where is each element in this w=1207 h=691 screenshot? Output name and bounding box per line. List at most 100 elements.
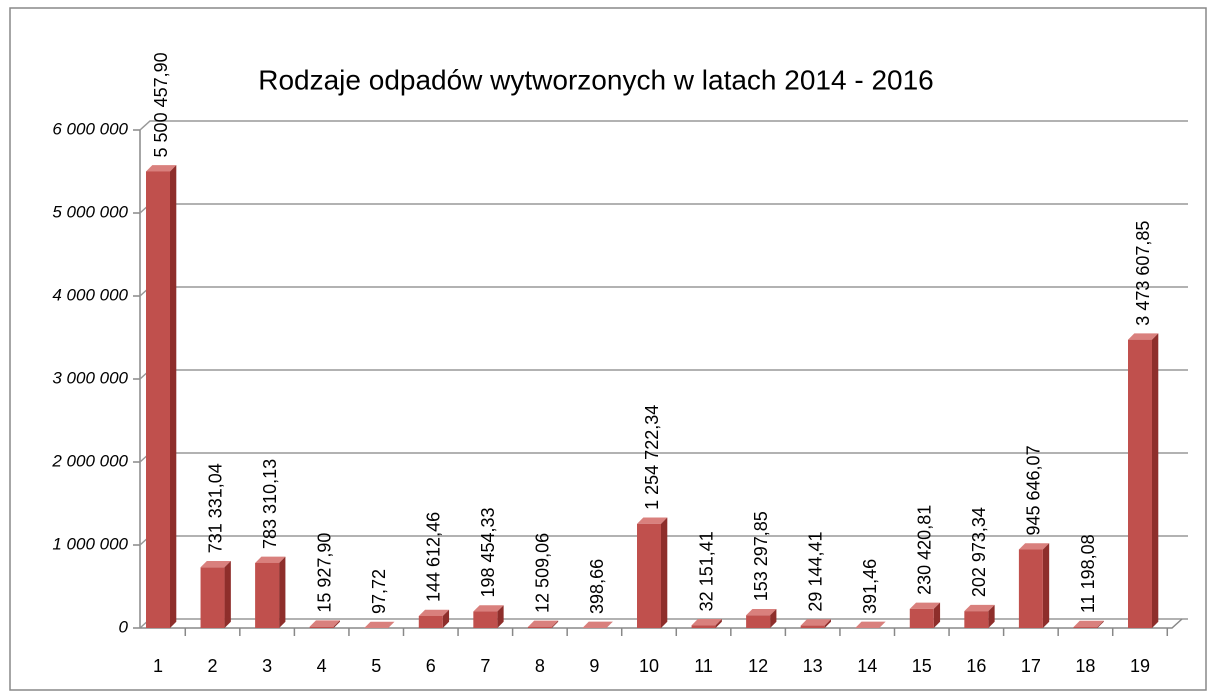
x-tick-label: 17 (1021, 656, 1041, 676)
data-label: 198 454,33 (478, 507, 498, 597)
x-tick-label: 13 (803, 656, 823, 676)
bar-front (964, 611, 989, 628)
data-label: 12 509,06 (533, 533, 553, 613)
y-tick-label: 3 000 000 (52, 368, 128, 387)
bar (800, 619, 831, 628)
bar-side (1152, 333, 1159, 628)
bar-front (255, 562, 280, 628)
bar-top (255, 556, 286, 563)
bar-side (333, 620, 340, 628)
bar-front (691, 625, 716, 628)
bar (200, 560, 231, 628)
bar-side (1097, 620, 1104, 628)
x-tick-label: 1 (153, 656, 163, 676)
x-tick-label: 19 (1130, 656, 1150, 676)
bar (964, 604, 995, 628)
bar-side (933, 602, 941, 628)
bar-front (473, 611, 498, 628)
bar (418, 609, 450, 628)
bar-top (418, 609, 450, 616)
bar (527, 620, 559, 628)
x-tick-label: 2 (208, 656, 218, 676)
bar-side (388, 621, 395, 628)
y-tick-label: 0 (119, 617, 129, 636)
bar-side (497, 605, 504, 628)
bar (1128, 333, 1159, 628)
bar-top (746, 608, 777, 616)
x-tick-label: 15 (912, 656, 932, 676)
bar-side (1042, 543, 1050, 628)
bar-top (364, 621, 395, 628)
bar-side (170, 165, 177, 628)
bar-top (582, 621, 613, 628)
bar-top (1018, 543, 1050, 550)
bar-top (146, 165, 177, 172)
y-tick-label: 6 000 000 (52, 119, 128, 138)
chart-title: Rodzaje odpadów wytworzonych w latach 20… (258, 64, 934, 95)
grid-line (139, 120, 1188, 131)
bar-top (1073, 620, 1104, 628)
data-label: 1 254 722,34 (642, 405, 662, 510)
bar (146, 165, 177, 629)
bar-front (1128, 339, 1152, 628)
bar-top (855, 621, 886, 628)
bar (855, 621, 886, 628)
y-tick-label: 4 000 000 (52, 285, 128, 304)
bar (909, 602, 941, 628)
bar-top (691, 619, 722, 626)
x-tick-label: 14 (857, 656, 877, 676)
bar-front (418, 615, 443, 628)
data-label: 32 151,41 (696, 531, 716, 611)
data-label: 202 973,34 (969, 507, 989, 597)
data-label: 153 297,85 (751, 511, 771, 601)
bar (1073, 620, 1104, 628)
data-label: 230 420,81 (915, 505, 935, 595)
bar (473, 605, 504, 628)
bar-front (1073, 627, 1098, 628)
x-tick-label: 11 (694, 656, 713, 676)
bar-side (715, 619, 722, 628)
bar-side (551, 620, 559, 628)
bar-top (527, 620, 559, 627)
bar-side (988, 604, 995, 628)
data-label: 945 646,07 (1024, 445, 1044, 535)
data-label: 731 331,04 (205, 463, 225, 553)
x-tick-label: 3 (262, 656, 272, 676)
y-tick-label: 5 000 000 (52, 202, 128, 221)
data-label: 11 198,08 (1078, 534, 1098, 613)
x-tick-label: 12 (748, 656, 768, 676)
bar (746, 608, 777, 628)
data-label: 15 927,90 (314, 533, 334, 613)
bar-front (309, 626, 334, 628)
bar-top (200, 560, 231, 568)
bar-side (879, 621, 886, 628)
data-label: 783 310,13 (260, 459, 280, 549)
x-tick-label: 18 (1075, 656, 1095, 676)
bar-top (473, 605, 504, 612)
bar-front (637, 523, 661, 628)
bar-front (1018, 549, 1043, 628)
bar (255, 556, 286, 628)
bar (582, 621, 613, 628)
bar-top (637, 517, 668, 524)
data-label: 144 612,46 (424, 512, 444, 602)
y-tick-label: 1 000 000 (52, 534, 128, 553)
bar-front (146, 171, 170, 629)
bar (1018, 543, 1050, 628)
x-tick-label: 5 (371, 656, 381, 676)
bar-side (661, 517, 668, 628)
data-label: 398,66 (587, 559, 607, 614)
x-tick-label: 7 (480, 656, 490, 676)
bar-top (1128, 333, 1159, 340)
bar (309, 620, 340, 628)
bar-side (770, 608, 777, 628)
bar (691, 619, 722, 628)
bar (364, 621, 395, 628)
data-label: 3 473 607,85 (1133, 221, 1153, 326)
x-tick-label: 6 (426, 656, 436, 676)
bar-side (279, 556, 286, 628)
y-tick-label: 2 000 000 (51, 451, 128, 470)
bar-front (200, 567, 225, 628)
x-tick-label: 10 (639, 656, 659, 676)
